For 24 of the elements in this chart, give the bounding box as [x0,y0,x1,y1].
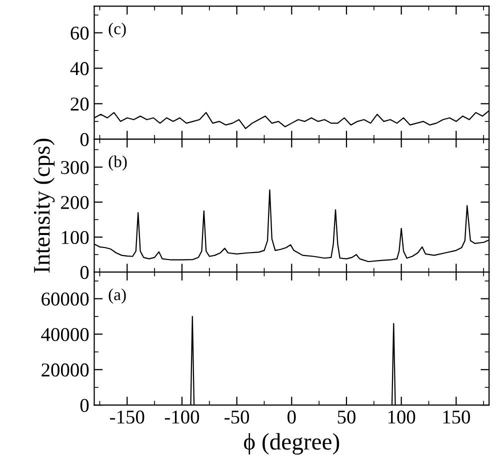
annotation: (a) [108,288,126,304]
y-axis-title: Intensity (cps) [33,138,55,273]
y-tick-label: 100 [62,230,89,244]
y-tick-label: 40 [70,62,89,76]
x-tick-label: -100 [164,410,200,424]
annotation: (b) [108,156,127,171]
x-axis-title: ϕ (degree) [244,433,340,455]
x-tick-label: 50 [338,410,356,424]
annotation: (c) [108,22,126,38]
y-tick-label: 0 [80,132,89,146]
x-tick-label: 0 [288,410,296,424]
x-tick-label: 100 [388,410,416,424]
x-tick-label: 150 [443,410,470,424]
y-tick-label: 60 [70,26,89,40]
y-tick-label: 0 [80,266,89,280]
x-tick-label: -150 [110,410,144,424]
y-tick-label: 300 [61,160,89,174]
y-tick-label: 0 [80,398,89,412]
y-tick-label: 40000 [41,328,89,342]
x-tick-label: -50 [224,410,250,424]
y-tick-label: 20000 [42,363,89,377]
y-tick-label: 200 [61,196,89,210]
y-tick-label: 60000 [42,292,89,306]
y-tick-label: 20 [70,98,89,111]
